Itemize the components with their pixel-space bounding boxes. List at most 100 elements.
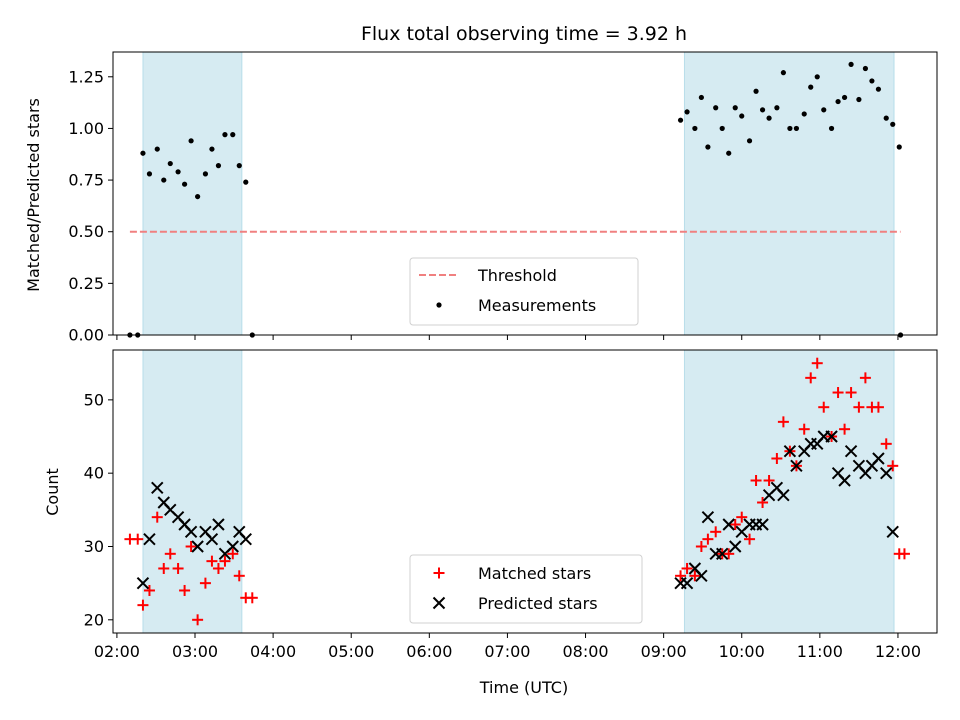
cross-b bbox=[136, 576, 150, 590]
observing-window-1 bbox=[142, 349, 243, 634]
measurement-point bbox=[209, 146, 215, 152]
y-tick-label: 0.50 bbox=[68, 222, 104, 241]
cross-b bbox=[770, 481, 784, 495]
measurement-point bbox=[195, 193, 201, 200]
measurement-point bbox=[167, 160, 173, 167]
cross-b bbox=[151, 481, 164, 495]
y-tick-label: 1.25 bbox=[68, 67, 104, 86]
x-tick-label: 12:00 bbox=[875, 642, 921, 661]
measurement-point bbox=[684, 109, 690, 115]
matched-star-point bbox=[818, 401, 830, 413]
y-tick-label: 0.00 bbox=[68, 326, 104, 345]
measurement-point bbox=[890, 121, 896, 127]
y-tick-label: 0.75 bbox=[68, 171, 104, 190]
cross-b bbox=[852, 459, 866, 473]
x-tick-label: 03:00 bbox=[172, 642, 218, 661]
cross-b bbox=[783, 444, 797, 458]
cross-b bbox=[880, 466, 893, 480]
matched-star-point bbox=[805, 372, 817, 384]
measurement-point bbox=[713, 105, 719, 111]
matched-star-point bbox=[898, 548, 910, 560]
matched-star-point bbox=[137, 599, 149, 611]
predicted-star-point bbox=[838, 474, 851, 487]
measurement-point bbox=[835, 98, 841, 105]
measurement-point bbox=[230, 132, 236, 138]
measurement-point bbox=[774, 105, 780, 111]
measurement-point bbox=[848, 61, 854, 67]
legend-matched-swatch bbox=[433, 567, 445, 579]
matched-star-point bbox=[771, 453, 783, 465]
measurement-point bbox=[883, 115, 889, 121]
matched-star-point bbox=[164, 548, 176, 560]
chart-title: Flux total observing time = 3.92 h bbox=[361, 23, 687, 45]
measurement-point bbox=[698, 94, 704, 101]
y-tick-label: 50 bbox=[84, 390, 104, 409]
matched-star-point bbox=[227, 548, 239, 560]
measurement-point bbox=[692, 125, 698, 132]
y-tick-label: 20 bbox=[84, 610, 104, 629]
x-tick-label: 05:00 bbox=[328, 642, 374, 661]
measurement-point bbox=[875, 86, 882, 92]
cross-b bbox=[838, 474, 851, 487]
matched-star-point bbox=[132, 533, 144, 545]
cross-b bbox=[205, 532, 219, 546]
measurement-point bbox=[821, 107, 827, 113]
y-tick-label: 0.25 bbox=[68, 274, 104, 293]
matched-star-point bbox=[199, 577, 211, 589]
predicted-star-point bbox=[701, 510, 715, 524]
cross-b bbox=[191, 540, 204, 553]
measurement-point bbox=[766, 115, 772, 121]
predicted-star-point bbox=[136, 576, 150, 590]
measurement-point bbox=[243, 179, 249, 185]
measurement-point bbox=[175, 169, 181, 175]
predicted-star-point bbox=[226, 540, 239, 553]
cross-b bbox=[184, 525, 198, 539]
cross-b bbox=[716, 547, 729, 561]
predicted-star-point bbox=[777, 488, 790, 502]
legend-frame bbox=[409, 257, 639, 326]
predicted-star-point bbox=[239, 532, 252, 546]
measurement-point bbox=[215, 163, 222, 169]
matched-star-point bbox=[853, 401, 865, 413]
measurement-point bbox=[780, 70, 786, 76]
matched-star-point bbox=[750, 475, 762, 487]
measurement-point bbox=[856, 96, 862, 103]
matched-star-point bbox=[729, 518, 741, 530]
count-panel: 20 30 40 50 02:00 03:00 04:00 05:00 06:00 07:00 08… bbox=[84, 349, 938, 661]
matched-star-point bbox=[219, 555, 231, 567]
bottom-y-axis-label: Count bbox=[43, 468, 62, 516]
predicted-star-point bbox=[756, 518, 769, 531]
predicted-star-point bbox=[844, 444, 858, 458]
matched-star-point bbox=[172, 562, 184, 574]
measurement-point bbox=[759, 107, 766, 113]
x-tick-label: 11:00 bbox=[797, 642, 843, 661]
measurement-point bbox=[896, 144, 902, 150]
cross-b bbox=[777, 488, 790, 502]
x-tick-label: 10:00 bbox=[719, 642, 765, 661]
matched-star-point bbox=[179, 584, 191, 596]
measurement-point bbox=[222, 132, 228, 138]
legend-matched-label: Matched stars bbox=[478, 564, 591, 583]
x-tick-label: 07:00 bbox=[484, 642, 530, 661]
observing-window-1 bbox=[142, 51, 243, 336]
cross-b bbox=[171, 510, 185, 524]
measurement-point bbox=[726, 150, 732, 156]
measurement-point bbox=[746, 138, 753, 144]
cross-b bbox=[178, 518, 191, 531]
predicted-star-point bbox=[680, 576, 694, 590]
predicted-star-point bbox=[184, 525, 198, 539]
x-tick-label: 08:00 bbox=[562, 642, 608, 661]
matched-star-point bbox=[185, 540, 197, 552]
predicted-star-point bbox=[722, 518, 735, 531]
legend-frame bbox=[409, 554, 643, 624]
predicted-star-point bbox=[783, 444, 797, 458]
cross-b bbox=[688, 562, 702, 575]
y-tick-label: 30 bbox=[84, 537, 104, 556]
matched-star-point bbox=[763, 475, 775, 487]
predicted-star-point bbox=[695, 569, 708, 583]
top-axes-frame bbox=[112, 51, 938, 336]
cross-b bbox=[756, 518, 769, 531]
measurement-point bbox=[808, 84, 814, 90]
bottom-legend: Matched stars Predicted stars bbox=[409, 554, 643, 624]
